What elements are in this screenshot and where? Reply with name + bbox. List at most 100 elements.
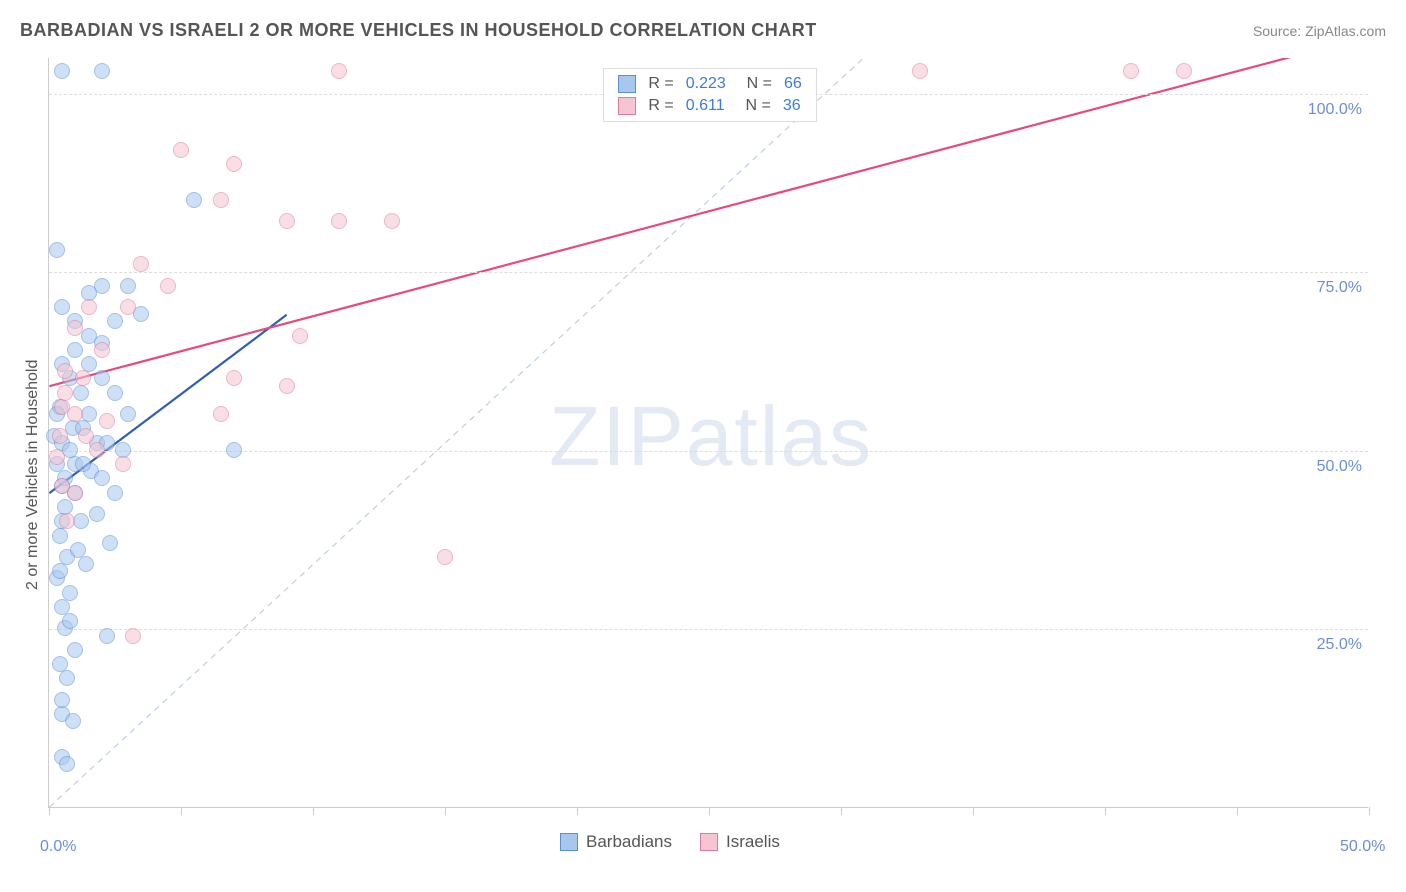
x-tick (1237, 807, 1238, 815)
r-label: R = (648, 97, 673, 115)
data-point (173, 142, 189, 158)
data-point (186, 192, 202, 208)
data-point (437, 549, 453, 565)
data-point (52, 563, 68, 579)
x-tick (49, 807, 50, 815)
data-point (115, 456, 131, 472)
x-tick (709, 807, 710, 815)
correlation-legend: R = 0.223 N = 66 R = 0.611 N = 36 (603, 68, 816, 122)
data-point (1176, 63, 1192, 79)
y-tick-label: 100.0% (1308, 101, 1362, 119)
legend-swatch (618, 97, 636, 115)
data-point (99, 413, 115, 429)
data-point (107, 485, 123, 501)
data-point (213, 192, 229, 208)
data-point (160, 278, 176, 294)
x-tick (1105, 807, 1106, 815)
data-point (125, 628, 141, 644)
data-point (81, 299, 97, 315)
data-point (67, 320, 83, 336)
gridline (49, 451, 1368, 452)
data-point (292, 328, 308, 344)
data-point (59, 513, 75, 529)
gridline (49, 629, 1368, 630)
x-tick-label-max: 50.0% (1340, 838, 1385, 856)
legend-swatch-barbadians (560, 833, 578, 851)
n-label: N = (737, 97, 771, 115)
data-point (912, 63, 928, 79)
n-value: 36 (783, 97, 801, 115)
data-point (94, 470, 110, 486)
r-label: R = (648, 75, 673, 93)
y-tick-label: 50.0% (1317, 458, 1362, 476)
data-point (65, 713, 81, 729)
data-point (1123, 63, 1139, 79)
data-point (94, 63, 110, 79)
data-point (213, 406, 229, 422)
legend-item-israelis: Israelis (700, 832, 780, 852)
data-point (89, 506, 105, 522)
data-point (54, 299, 70, 315)
data-point (226, 442, 242, 458)
y-tick-label: 25.0% (1317, 636, 1362, 654)
data-point (75, 456, 91, 472)
data-point (99, 628, 115, 644)
data-point (78, 556, 94, 572)
legend-swatch-israelis (700, 833, 718, 851)
x-tick (445, 807, 446, 815)
watermark: ZIPatlas (549, 388, 873, 485)
chart-title: BARBADIAN VS ISRAELI 2 OR MORE VEHICLES … (20, 20, 817, 41)
chart-source: Source: ZipAtlas.com (1253, 23, 1386, 39)
data-point (67, 485, 83, 501)
y-axis-label: 2 or more Vehicles in Household (24, 360, 42, 590)
legend-label-barbadians: Barbadians (586, 832, 672, 852)
data-point (75, 370, 91, 386)
data-point (54, 692, 70, 708)
data-point (107, 385, 123, 401)
data-point (120, 299, 136, 315)
legend-label-israelis: Israelis (726, 832, 780, 852)
data-point (102, 535, 118, 551)
data-point (120, 406, 136, 422)
x-tick (313, 807, 314, 815)
data-point (67, 342, 83, 358)
data-point (73, 385, 89, 401)
x-tick-label-min: 0.0% (40, 838, 76, 856)
n-value: 66 (784, 75, 802, 93)
data-point (52, 428, 68, 444)
data-point (331, 213, 347, 229)
n-label: N = (738, 75, 772, 93)
data-point (54, 63, 70, 79)
x-tick (1369, 807, 1370, 815)
reference-diagonal (49, 58, 1367, 807)
data-point (331, 63, 347, 79)
data-point (52, 528, 68, 544)
data-point (49, 449, 65, 465)
data-point (120, 278, 136, 294)
data-point (49, 242, 65, 258)
legend-item-barbadians: Barbadians (560, 832, 672, 852)
x-tick (973, 807, 974, 815)
data-point (70, 542, 86, 558)
x-tick (841, 807, 842, 815)
legend-row: R = 0.611 N = 36 (604, 95, 815, 117)
data-point (62, 585, 78, 601)
data-point (57, 363, 73, 379)
data-point (107, 313, 123, 329)
r-value: 0.223 (686, 75, 726, 93)
data-point (226, 370, 242, 386)
data-point (133, 256, 149, 272)
data-point (384, 213, 400, 229)
data-point (279, 213, 295, 229)
data-point (59, 756, 75, 772)
legend-swatch (618, 75, 636, 93)
data-point (89, 442, 105, 458)
data-point (67, 406, 83, 422)
y-tick-label: 75.0% (1317, 279, 1362, 297)
chart-header: BARBADIAN VS ISRAELI 2 OR MORE VEHICLES … (20, 20, 1386, 41)
x-tick (181, 807, 182, 815)
data-point (226, 156, 242, 172)
data-point (57, 385, 73, 401)
x-tick (577, 807, 578, 815)
data-point (94, 370, 110, 386)
